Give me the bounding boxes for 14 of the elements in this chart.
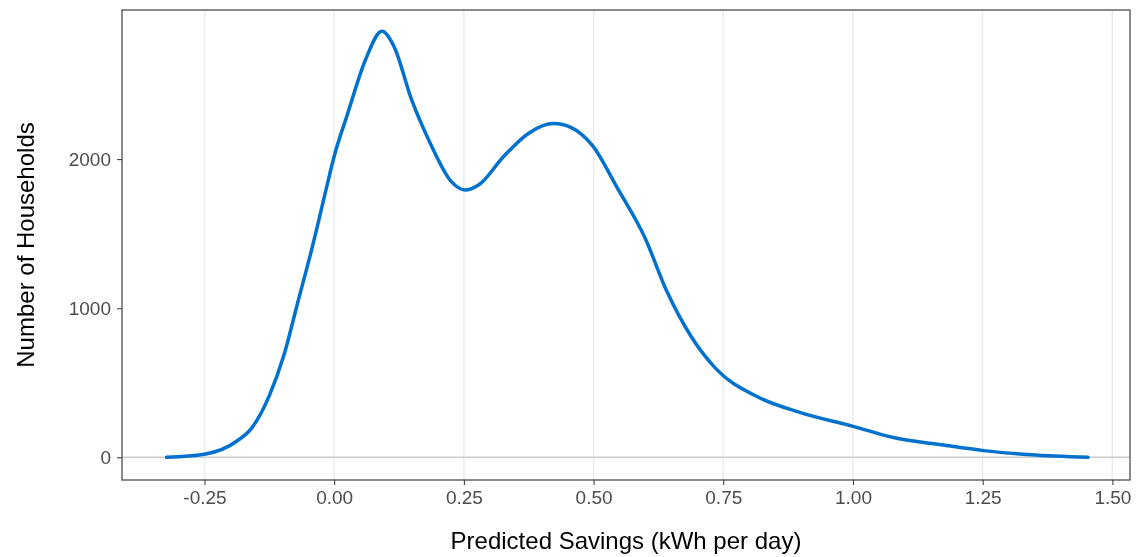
y-tick-label: 2000	[68, 148, 111, 170]
x-tick-label: 0.75	[705, 487, 743, 509]
x-tick-label: 1.25	[964, 487, 1002, 509]
x-tick-label: 1.50	[1094, 487, 1132, 509]
y-axis-title: Number of Households	[12, 122, 39, 368]
y-tick-label: 0	[100, 446, 111, 468]
x-axis-title: Predicted Savings (kWh per day)	[450, 527, 802, 554]
y-tick-label: 1000	[68, 297, 111, 319]
x-tick-label: 1.00	[834, 487, 872, 509]
line-series	[164, 29, 1090, 460]
x-tick-label: 0.50	[575, 487, 613, 509]
x-tick-label: -0.25	[183, 487, 227, 509]
x-tick-label: 0.00	[316, 487, 354, 509]
x-tick-label: 0.25	[445, 487, 483, 509]
